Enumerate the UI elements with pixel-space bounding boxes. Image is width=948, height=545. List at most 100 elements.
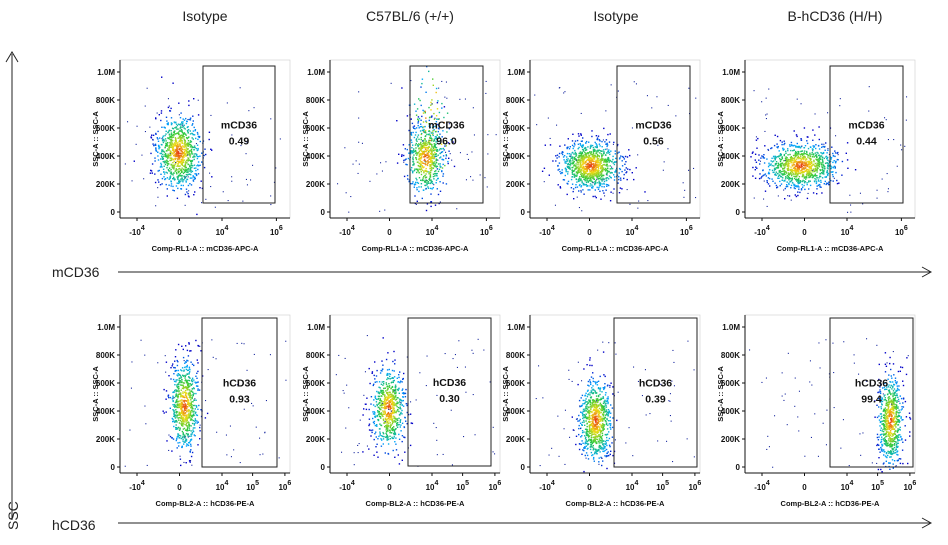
event-dot [144,131,146,133]
event-dot [191,415,193,417]
event-dot [415,114,418,116]
event-dot [239,462,241,464]
event-dot [593,154,595,156]
event-dot [647,200,649,202]
event-dot [172,148,174,151]
event-dot [194,422,197,424]
event-dot [800,164,802,166]
event-dot [803,176,806,178]
event-dot [609,168,611,170]
event-dot [174,170,176,172]
event-dot [792,160,794,162]
event-dot [157,151,159,153]
event-dot [165,130,167,132]
event-dot [424,150,426,152]
event-dot [177,435,179,438]
event-dot [262,453,264,455]
event-dot [817,179,820,181]
event-dot [421,78,424,80]
event-dot [417,116,420,118]
event-dot [583,193,585,195]
event-dot [413,163,415,165]
event-dot [173,176,175,179]
event-dot [790,162,792,164]
event-dot [430,159,432,161]
event-dot [586,180,588,182]
event-dot [384,410,386,412]
event-dot [180,152,182,155]
event-dot [760,177,762,179]
event-dot [598,183,601,185]
event-dot [800,160,802,162]
event-dot [185,432,188,435]
event-dot [144,405,146,407]
event-dot [614,176,616,178]
event-dot [181,345,183,347]
event-dot [799,147,802,149]
event-dot [814,169,817,171]
event-dot [185,438,187,440]
event-dot [592,175,594,177]
event-dot [173,366,175,369]
event-dot [587,189,589,191]
event-dot [576,139,579,142]
event-dot [165,371,167,373]
event-dot [820,162,823,164]
event-dot [589,160,591,162]
event-dot [801,154,804,157]
event-dot [827,159,829,161]
event-dot [436,123,438,126]
event-dot [568,160,571,162]
event-dot [438,136,441,139]
event-dot [803,168,805,170]
event-dot [801,153,803,155]
event-dot [433,118,436,120]
event-dot [190,433,192,435]
event-dot [789,181,791,183]
event-dot [417,169,419,171]
event-dot [824,166,826,168]
event-dot [428,145,430,148]
event-dot [177,373,179,375]
event-dot [436,140,439,143]
event-dot [767,165,770,168]
event-dot [167,156,169,158]
event-dot [815,154,817,157]
event-dot [561,151,564,153]
event-dot [184,403,186,405]
event-dot [590,151,593,153]
event-dot [803,127,806,129]
event-dot [582,155,585,157]
event-dot [196,420,198,422]
event-dot [594,162,597,164]
event-dot [821,143,823,145]
event-dot [368,367,370,370]
event-dot [194,129,196,132]
event-dot [192,180,195,182]
event-dot [164,160,166,162]
event-dot [587,181,589,183]
gate-percent: 0.93 [229,394,250,406]
event-dot [786,161,788,163]
event-dot [777,175,780,177]
x-axis-label: Comp-RL1-A :: mCD36-APC-A [562,244,669,253]
event-dot [185,181,187,183]
event-dot [165,150,168,152]
x-axis-label: Comp-RL1-A :: mCD36-APC-A [152,244,259,253]
event-dot [768,177,771,180]
event-dot [160,119,162,122]
event-dot [791,180,793,182]
event-dot [422,167,424,169]
event-dot [589,178,591,180]
event-dot [777,164,780,167]
event-dot [592,169,595,171]
event-dot [605,154,607,156]
event-dot [779,160,782,163]
event-dot [806,169,808,171]
event-dot [567,171,569,173]
event-dot [581,163,584,166]
event-dot [830,156,833,159]
event-dot [171,365,173,367]
y-tick-label: 200K [506,180,525,189]
event-dot [814,162,817,165]
